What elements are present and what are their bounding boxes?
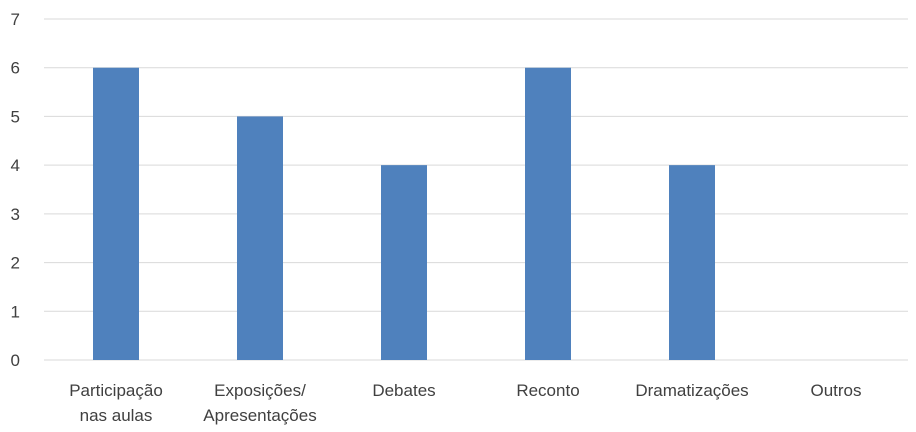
x-category-label-line: Apresentações [203,406,316,425]
x-category-label: Debates [372,381,435,400]
x-axis-category-labels: Participação nas aulas Exposições/Apresent… [69,381,861,425]
bar [525,67,571,360]
x-category-label: Dramatizações [635,381,748,400]
y-tick-label: 1 [11,302,20,321]
x-category-label: Outros [810,381,861,400]
x-category-label: Exposições/Apresentações [203,381,316,425]
bar [669,165,715,360]
bars [93,67,715,360]
y-tick-label: 7 [11,10,20,29]
bar [237,116,283,360]
x-category-label-line: Reconto [516,381,579,400]
x-category-label: Reconto [516,381,579,400]
y-tick-label: 2 [11,254,20,273]
y-axis-tick-labels: 0 1 2 3 4 5 6 7 [11,10,20,370]
y-tick-label: 4 [11,156,20,175]
bar [381,165,427,360]
bar [93,67,139,360]
x-category-label-line: Participação [69,381,163,400]
x-category-label-line: Dramatizações [635,381,748,400]
y-tick-label: 5 [11,107,20,126]
x-category-label-line: Debates [372,381,435,400]
gridlines [44,18,908,361]
x-category-label-line: nas aulas [80,406,153,425]
x-category-label-line: Outros [810,381,861,400]
y-tick-label: 6 [11,59,20,78]
x-category-label: Participação nas aulas [69,381,163,425]
y-tick-label: 3 [11,205,20,224]
y-tick-label: 0 [11,351,20,370]
x-category-label-line: Exposições/ [214,381,306,400]
